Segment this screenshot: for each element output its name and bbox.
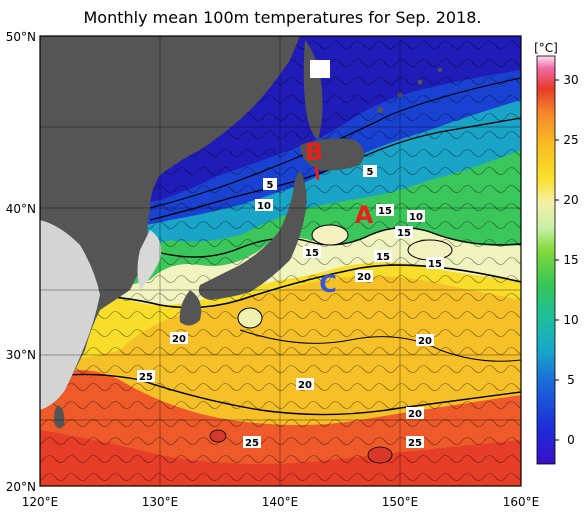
svg-text:25: 25	[245, 438, 259, 449]
svg-text:15: 15	[397, 228, 411, 239]
lat-label: 30°N	[6, 348, 36, 362]
sakhalin-island	[303, 40, 323, 140]
honshu-island	[198, 170, 307, 300]
isotherm-20b	[239, 329, 521, 362]
lat-label: 40°N	[6, 202, 36, 216]
isotherm-20	[40, 264, 521, 309]
svg-text:25: 25	[139, 372, 153, 383]
colorbar-unit: [°C]	[534, 41, 558, 55]
china-interior	[40, 220, 100, 410]
hokkaido-island	[300, 138, 364, 171]
kuril-island	[438, 68, 442, 72]
isotherm-25	[40, 373, 521, 416]
colorbar-tick-label: 5	[567, 373, 575, 387]
contour-label: 20	[406, 407, 424, 420]
contour-label: 15	[426, 257, 444, 270]
region-label-c: C	[319, 270, 337, 298]
colorbar-tick-label: 20	[563, 193, 578, 207]
taiwan-island	[54, 405, 65, 429]
contour-label: 25	[243, 436, 261, 449]
contour-label: 10	[255, 199, 273, 212]
contour-label: 20	[170, 332, 188, 345]
contour-labels: 5 10 5 15 10 15 15 15 20 15 20 20 20 25 …	[137, 165, 444, 449]
svg-text:15: 15	[428, 259, 442, 270]
svg-text:20: 20	[408, 409, 422, 420]
kuril-island	[377, 107, 383, 113]
lon-label: 130°E	[142, 495, 179, 509]
hot-eddy	[367, 446, 393, 464]
region-label-a: A	[355, 201, 374, 229]
region-label-b: B	[305, 138, 323, 166]
masked-region	[310, 60, 330, 78]
contour-label: 15	[303, 246, 321, 259]
contour-label: 10	[407, 210, 425, 223]
region-b-pointer	[314, 165, 320, 181]
svg-text:10: 10	[257, 201, 271, 212]
contour-label: 5	[363, 165, 377, 178]
contour-label: 15	[395, 226, 413, 239]
colorbar-tick-label: 10	[563, 313, 578, 327]
asia-landmass	[40, 36, 300, 410]
contour-label: 20	[416, 334, 434, 347]
svg-text:20: 20	[298, 380, 312, 391]
longitude-axis: 120°E 130°E 140°E 150°E 160°E	[22, 495, 540, 509]
lat-label: 50°N	[6, 30, 36, 44]
lat-label: 20°N	[6, 480, 36, 494]
contour-label: 20	[355, 270, 373, 283]
contour-label: 20	[296, 378, 314, 391]
warm-eddy	[311, 224, 349, 246]
lon-label: 120°E	[22, 495, 59, 509]
latitude-axis: 50°N 40°N 30°N 20°N	[6, 30, 36, 494]
map-panel	[40, 36, 521, 486]
svg-text:15: 15	[376, 252, 390, 263]
svg-text:10: 10	[409, 212, 423, 223]
colorbar: [°C] 30 25 20 15 10 5 0	[534, 41, 579, 465]
contour-label: 25	[406, 436, 424, 449]
svg-text:5: 5	[267, 180, 274, 191]
map-frame	[39, 35, 522, 487]
lon-label: 150°E	[382, 495, 419, 509]
lon-label: 160°E	[503, 495, 540, 509]
kyushu-island	[179, 290, 202, 326]
lon-label: 140°E	[262, 495, 299, 509]
svg-text:15: 15	[305, 248, 319, 259]
svg-text:20: 20	[418, 336, 432, 347]
kuril-island	[417, 79, 423, 85]
svg-text:15: 15	[378, 206, 392, 217]
map-title: Monthly mean 100m temperatures for Sep. …	[83, 8, 482, 27]
svg-text:20: 20	[357, 272, 371, 283]
colorbar-tick-label: 25	[563, 133, 578, 147]
gridlines	[40, 36, 521, 486]
colorbar-tick-label: 15	[563, 253, 578, 267]
contour-label: 25	[137, 370, 155, 383]
contour-label: 15	[376, 204, 394, 217]
colorbar-tick-label: 30	[563, 73, 578, 87]
warm-eddy	[237, 307, 263, 329]
svg-text:5: 5	[367, 167, 374, 178]
contour-label: 15	[374, 250, 392, 263]
contour-label: 5	[263, 178, 277, 191]
svg-text:20: 20	[172, 334, 186, 345]
korea-peninsula	[137, 230, 162, 290]
hot-eddy	[209, 429, 227, 443]
svg-text:25: 25	[408, 438, 422, 449]
colorbar-scale	[536, 55, 556, 465]
colorbar-tick-label: 0	[567, 433, 575, 447]
